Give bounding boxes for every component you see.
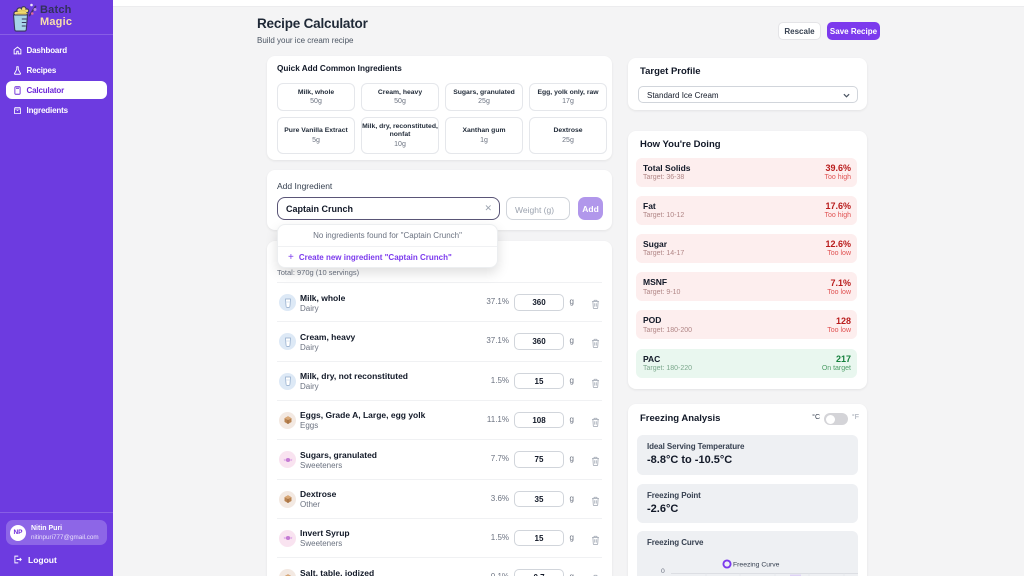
svg-text:Freezing Curve: Freezing Curve — [733, 562, 780, 569]
svg-text:0: 0 — [661, 568, 665, 575]
